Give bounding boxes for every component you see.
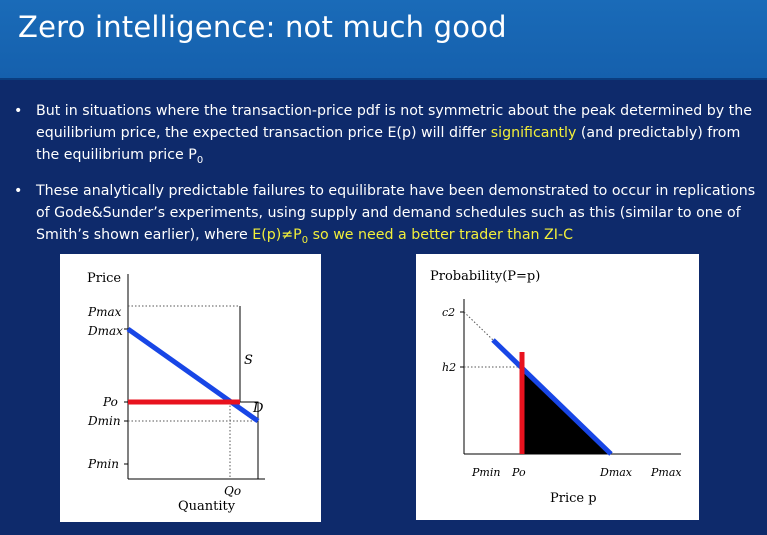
bullet-2-text: These analytically predictable failures … [36,180,764,252]
bullet-2-text-a: These analytically predictable failures … [36,183,756,243]
price-pdf-diagram: Probability(P=p) c2 h2 Pmin Po Dmax Pmax… [430,269,682,506]
slide-title: Zero intelligence: not much good [18,10,507,44]
pmax-label: Pmax [87,305,122,319]
demand-label: D [252,401,264,416]
po-label: Po [102,395,118,409]
demand-line [126,326,260,424]
bullet-1-highlight: significantly [490,125,577,141]
pmin-label: Pmin [471,466,500,479]
dmin-label: Dmin [87,414,121,428]
dmax-label: Dmax [599,466,633,479]
bullet-dot: • [14,183,23,199]
dmax-label: Dmax [87,324,123,338]
bullet-1-text: But in situations where the transaction-… [36,100,764,172]
bullet-1-text-a: But in situations where the transaction-… [36,103,752,141]
supply-curve [239,306,259,479]
bullet-2-subscript: 0 [301,234,309,246]
pmax-label: Pmax [650,466,682,479]
title-bar: Zero intelligence: not much good [0,0,767,80]
price-axis-title: Price [87,271,121,286]
supply-label: S [244,353,253,368]
bullet-1-subscript: 0 [196,154,204,166]
price-axis-title: Price p [550,491,597,506]
supply-demand-diagram: Price Pmax Dmax Po Dmin Pmin S D Qo Quan… [87,271,265,514]
po-label: Po [511,466,526,479]
density-line [491,338,613,456]
probability-axis-title: Probability(P=p) [430,269,540,284]
h2-label: h2 [442,361,456,374]
price-pdf-figure: Probability(P=p) c2 h2 Pmin Po Dmax Pmax… [416,254,699,520]
supply-demand-figure: Price Pmax Dmax Po Dmin Pmin S D Qo Quan… [60,254,321,522]
density-extension [463,311,494,341]
bullet-dot: • [14,103,23,119]
bullet-1-text-b: (and predictably) from the equilibrium p… [36,125,741,163]
bullet-2-highlight-a: E(p)≠P [252,227,302,243]
c2-label: c2 [442,306,455,319]
quantity-axis-title: Quantity [178,499,236,514]
pmin-label: Pmin [87,457,119,471]
qo-label: Qo [224,484,241,498]
bullet-2-highlight-b: so we need a better trader than ZI-C [308,227,573,243]
